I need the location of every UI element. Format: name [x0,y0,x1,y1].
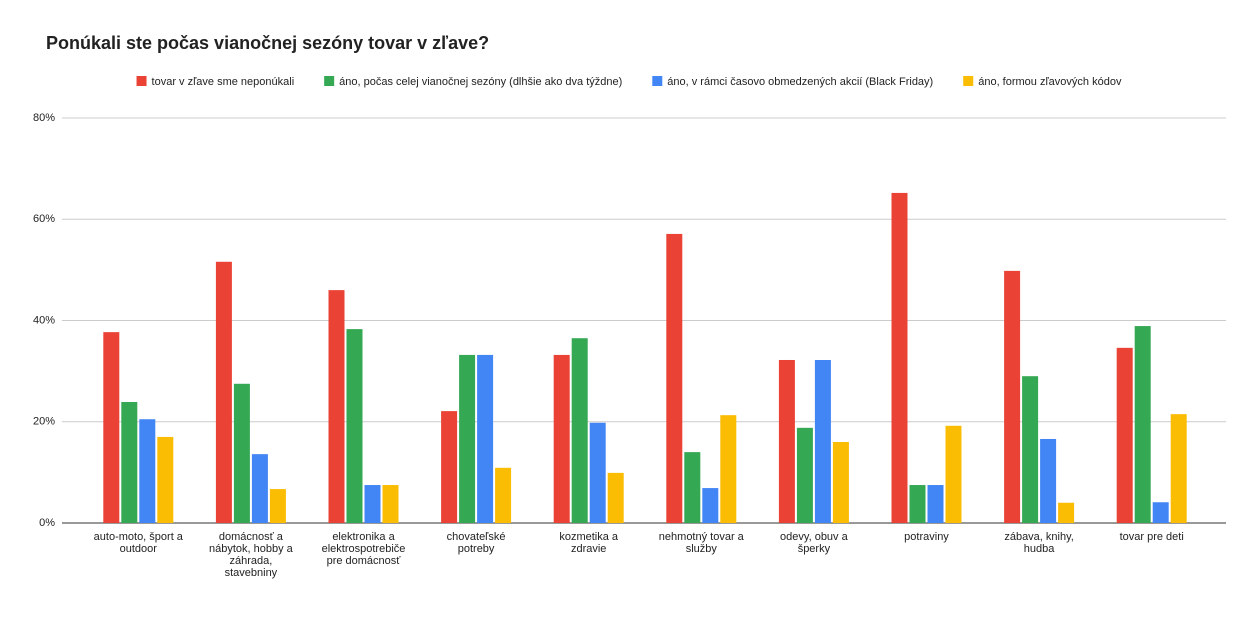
legend-swatch [652,76,663,86]
bar [269,489,286,523]
chart-title: Ponúkali ste počas vianočnej sezóny tova… [46,33,489,53]
bar [103,332,120,523]
x-tick-label: domácnosť a nábytok, hobby a záhrada, st… [208,531,293,579]
bar [139,419,156,523]
bar [1134,326,1151,523]
x-tick-label: potraviny [904,531,949,543]
legend-label: áno, počas celej vianočnej sezóny (dlhši… [339,76,622,88]
bar [251,454,268,523]
bar [814,359,831,523]
bar [891,192,908,524]
bar [832,442,849,523]
legend-swatch [324,76,335,86]
x-tick-label: nehmotný tovar a služby [658,531,744,555]
bar [553,354,570,523]
legend-swatch [136,76,147,86]
bar [364,485,381,523]
bar [157,436,174,523]
y-tick-label: 20% [33,416,55,428]
bar [945,425,962,523]
x-tick-label: tovar pre deti [1119,531,1184,543]
bar [702,488,719,523]
bar [121,402,138,523]
bar [1040,438,1057,523]
bar [796,427,813,523]
bar [909,485,926,523]
legend-label: tovar v zľave sme neponúkali [152,76,295,88]
x-tick-label: kozmetika a zdravie [559,531,619,555]
bar [1170,414,1187,523]
x-tick-label: elektronika a elektrospotrebiče pre domá… [321,531,406,567]
bar [495,467,512,523]
bar [720,415,737,523]
y-tick-label: 40% [33,314,55,326]
bar [328,290,345,523]
x-tick-label: zábava, knihy, hudba [1004,531,1074,555]
bar [1152,502,1169,523]
bar [684,452,701,523]
legend-swatch [963,76,974,86]
bar [589,422,606,523]
bar [927,485,944,523]
bar [459,354,476,523]
bar [382,485,399,523]
bar [441,411,458,523]
y-tick-label: 0% [39,517,55,529]
bar [346,329,363,523]
x-tick-label: auto-moto, šport a outdoor [93,531,183,555]
bar [1004,270,1021,523]
bar [1116,347,1133,523]
legend-label: áno, formou zľavových kódov [978,76,1122,88]
bar [233,383,250,523]
bar [477,354,494,523]
bar [778,359,795,523]
x-tick-label: chovateľské potreby [446,531,506,555]
x-tick-label: odevy, obuv a šperky [780,531,848,555]
bar [1022,376,1039,523]
bar [1058,502,1075,523]
y-tick-label: 80% [33,112,55,124]
bar [666,233,683,523]
bar [607,472,624,523]
bar [215,261,232,523]
bar [571,338,588,523]
y-tick-label: 60% [33,213,55,225]
legend-label: áno, v rámci časovo obmedzených akcií (B… [667,76,933,88]
